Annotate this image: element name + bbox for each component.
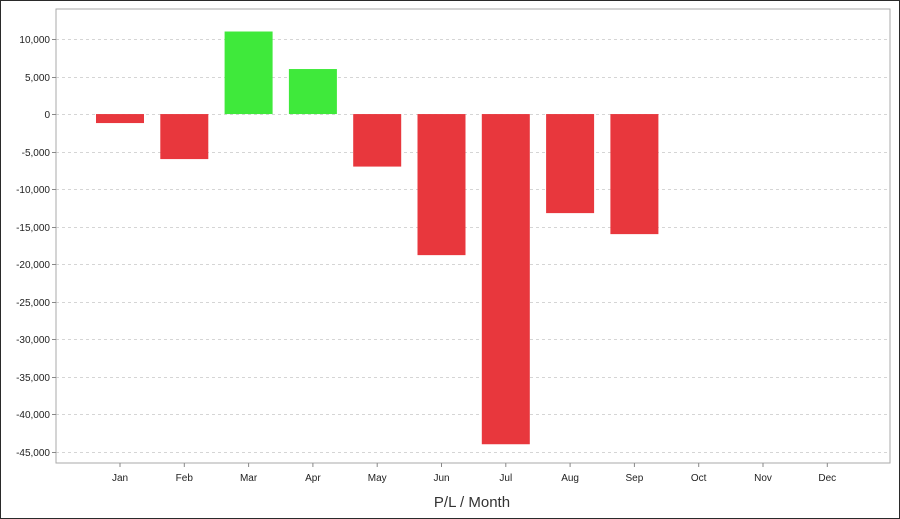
bar-mar: [224, 31, 273, 115]
x-tick-label: Dec: [818, 473, 836, 484]
y-tick-label: -15,000: [16, 223, 50, 234]
x-tick-label: Aug: [561, 473, 579, 484]
x-tick-label: Feb: [176, 473, 194, 484]
x-axis-ticks: Jan Feb Mar Apr May Jun Jul Aug Sep Oct Nov Dec: [112, 463, 836, 484]
x-tick-label: May: [368, 473, 387, 484]
y-tick-label: -30,000: [16, 335, 50, 346]
x-tick-label: Apr: [305, 473, 321, 484]
y-tick-label: -40,000: [16, 410, 50, 421]
bar-aug: [546, 114, 595, 214]
y-tick-label: -5,000: [22, 148, 51, 159]
x-tick-label: Oct: [691, 473, 707, 484]
y-tick-label: 5,000: [25, 73, 50, 84]
grid-lines: [56, 39, 890, 453]
y-tick-label: -25,000: [16, 298, 50, 309]
axes: [55, 8, 891, 464]
bar-jan: [96, 114, 144, 124]
y-tick-label: -35,000: [16, 373, 50, 384]
x-tick-label: Mar: [240, 473, 258, 484]
bar-may: [353, 114, 402, 167]
bar-sep: [610, 114, 659, 235]
bar-jul: [481, 114, 530, 445]
bar-apr: [288, 69, 337, 115]
y-tick-label: -45,000: [16, 448, 50, 459]
bar-feb: [160, 114, 209, 160]
x-tick-label: Jun: [433, 473, 449, 484]
y-tick-label: -20,000: [16, 260, 50, 271]
y-axis-ticks: 10,000 5,000 0 -5,000 -10,000 -15,000 -20,000 -…: [16, 35, 56, 459]
y-tick-label: -10,000: [16, 185, 50, 196]
plot-area-border: [55, 8, 891, 464]
x-axis-title: P/L / Month: [434, 494, 510, 511]
y-tick-label: 10,000: [19, 35, 50, 46]
bars: [96, 31, 659, 445]
x-tick-label: Nov: [754, 473, 772, 484]
x-tick-label: Jul: [499, 473, 512, 484]
x-tick-label: Sep: [626, 473, 644, 484]
y-tick-label: 0: [44, 110, 50, 121]
x-tick-label: Jan: [112, 473, 128, 484]
bar-jun: [417, 114, 466, 256]
